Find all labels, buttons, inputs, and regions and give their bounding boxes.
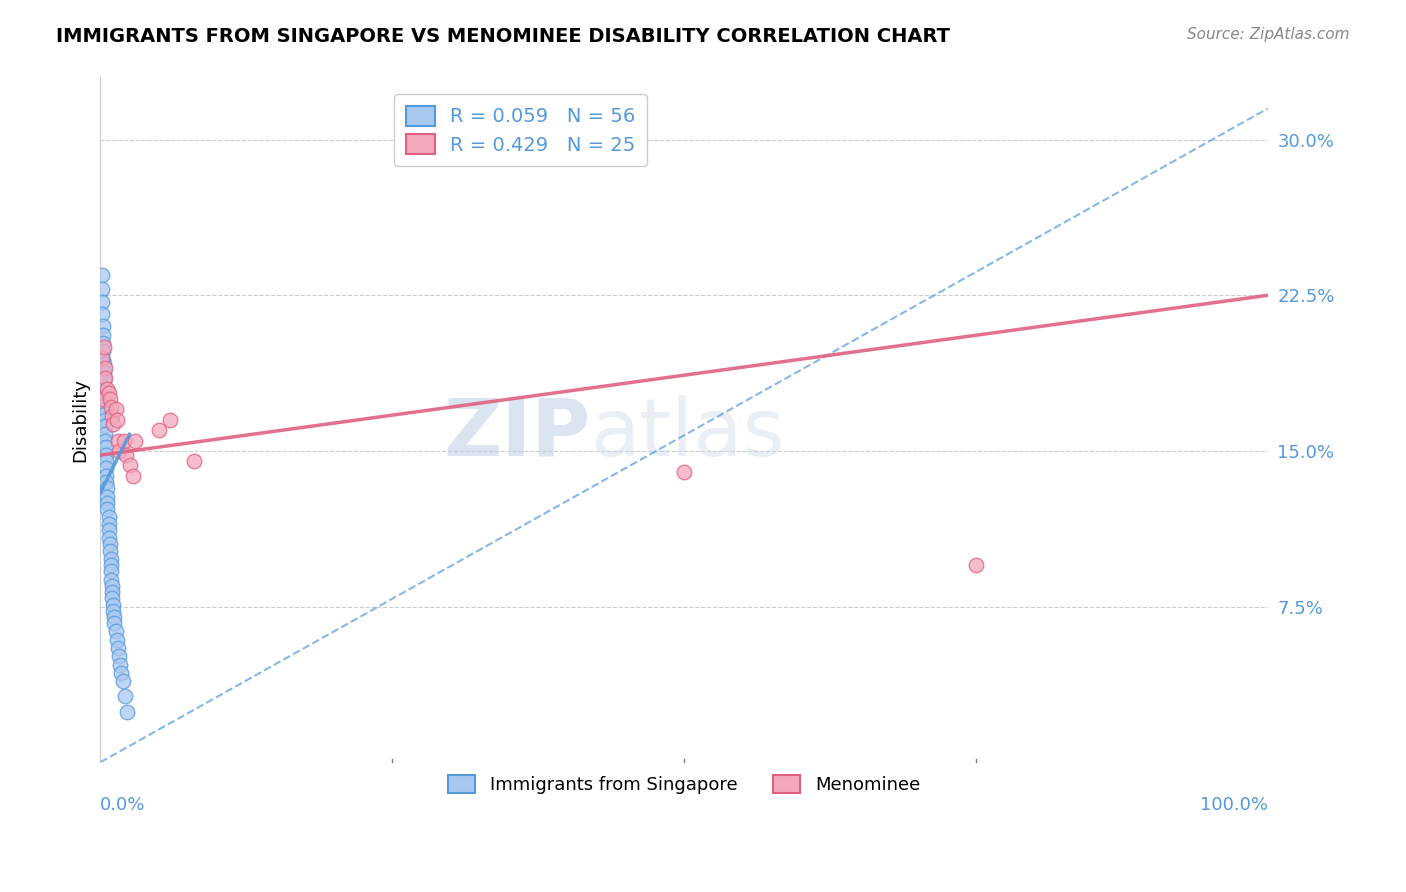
Point xyxy=(114,689,136,703)
Point xyxy=(104,402,127,417)
Point xyxy=(93,398,115,412)
Point xyxy=(90,294,112,309)
Point xyxy=(96,460,118,475)
Point xyxy=(97,523,120,537)
Point xyxy=(100,401,122,415)
Text: 100.0%: 100.0% xyxy=(1199,797,1268,814)
Point xyxy=(94,427,117,442)
Point xyxy=(98,543,121,558)
Text: 0.0%: 0.0% xyxy=(100,797,146,814)
Point xyxy=(94,361,117,376)
Point xyxy=(103,417,125,431)
Point xyxy=(97,385,120,400)
Point xyxy=(105,632,128,647)
Point xyxy=(96,490,118,504)
Point xyxy=(96,475,118,489)
Point xyxy=(97,531,120,545)
Y-axis label: Disability: Disability xyxy=(72,378,89,462)
Point xyxy=(111,674,134,689)
Point xyxy=(94,407,117,421)
Point xyxy=(91,392,114,406)
Point xyxy=(100,558,122,573)
Point xyxy=(90,282,112,296)
Point xyxy=(93,373,115,387)
Point xyxy=(98,537,121,551)
Point xyxy=(93,390,115,404)
Point xyxy=(104,624,127,639)
Point xyxy=(103,610,125,624)
Point xyxy=(96,440,118,454)
Point xyxy=(108,444,131,458)
Point xyxy=(90,307,112,321)
Point xyxy=(91,327,114,342)
Point xyxy=(107,434,129,448)
Point xyxy=(97,510,120,524)
Point xyxy=(91,336,114,351)
Point xyxy=(110,665,132,680)
Point xyxy=(91,344,114,359)
Point xyxy=(103,604,125,618)
Text: IMMIGRANTS FROM SINGAPORE VS MENOMINEE DISABILITY CORRELATION CHART: IMMIGRANTS FROM SINGAPORE VS MENOMINEE D… xyxy=(56,27,950,45)
Point xyxy=(96,468,118,483)
Point xyxy=(183,454,205,468)
Point xyxy=(96,481,118,495)
Point xyxy=(91,352,114,367)
Point xyxy=(107,641,129,656)
Point xyxy=(103,616,125,631)
Point xyxy=(93,382,115,396)
Point xyxy=(101,579,124,593)
Point xyxy=(115,448,138,462)
Point xyxy=(100,552,122,566)
Point xyxy=(159,413,181,427)
Point xyxy=(97,516,120,531)
Point xyxy=(90,351,112,365)
Point xyxy=(94,434,117,448)
Text: atlas: atlas xyxy=(591,394,785,473)
Point xyxy=(100,564,122,578)
Point xyxy=(103,598,125,612)
Point xyxy=(94,419,117,434)
Point xyxy=(672,465,695,479)
Point xyxy=(965,558,987,573)
Point xyxy=(101,409,124,423)
Point xyxy=(93,357,115,371)
Point xyxy=(101,585,124,599)
Text: Source: ZipAtlas.com: Source: ZipAtlas.com xyxy=(1187,27,1350,42)
Point xyxy=(93,365,115,379)
Point xyxy=(94,371,117,385)
Point xyxy=(101,591,124,606)
Point xyxy=(124,434,146,448)
Point xyxy=(100,573,122,587)
Point xyxy=(90,268,112,282)
Point xyxy=(112,434,135,448)
Point xyxy=(105,413,128,427)
Point xyxy=(91,319,114,334)
Point xyxy=(148,423,170,437)
Point xyxy=(96,502,118,516)
Point xyxy=(96,382,118,396)
Point xyxy=(96,496,118,510)
Point xyxy=(108,657,131,672)
Point xyxy=(115,706,138,720)
Point xyxy=(94,413,117,427)
Point xyxy=(118,458,141,473)
Point xyxy=(96,454,118,468)
Point xyxy=(93,340,115,354)
Point xyxy=(96,448,118,462)
Text: ZIP: ZIP xyxy=(443,394,591,473)
Point xyxy=(108,649,131,664)
Legend: Immigrants from Singapore, Menominee: Immigrants from Singapore, Menominee xyxy=(440,767,927,801)
Point xyxy=(122,468,145,483)
Point xyxy=(98,392,121,406)
